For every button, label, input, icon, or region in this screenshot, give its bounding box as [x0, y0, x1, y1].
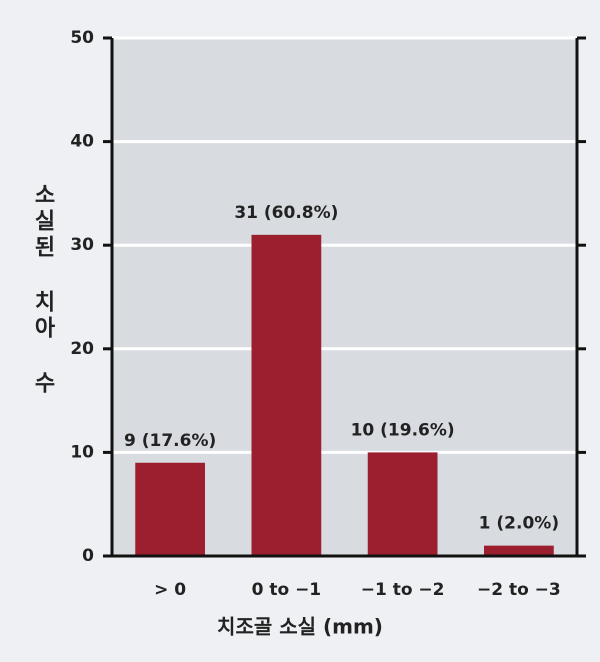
y-tick-label: 10	[70, 442, 94, 462]
value-label: 10 (19.6%)	[351, 420, 455, 440]
x-axis-label: 치조골 소실 (mm)	[217, 615, 383, 639]
y-axis-label: 소실된 치아 수	[30, 183, 55, 397]
x-tick-label: 0 to −1	[252, 580, 322, 600]
y-tick-label: 30	[70, 235, 94, 255]
bar	[135, 462, 205, 556]
x-tick-label: > 0	[154, 580, 186, 600]
y-tick-label: 40	[70, 132, 94, 152]
value-label: 31 (60.8%)	[234, 203, 338, 223]
bar	[251, 234, 322, 556]
value-label: 9 (17.6%)	[124, 431, 216, 451]
bar	[484, 545, 554, 556]
x-tick-label: −1 to −2	[361, 580, 445, 600]
y-tick-label: 20	[70, 339, 94, 359]
value-label: 1 (2.0%)	[479, 514, 559, 534]
bar	[367, 452, 438, 556]
y-tick-label: 50	[70, 28, 94, 48]
x-tick-label: −2 to −3	[477, 580, 561, 600]
y-tick-label: 0	[82, 546, 94, 566]
